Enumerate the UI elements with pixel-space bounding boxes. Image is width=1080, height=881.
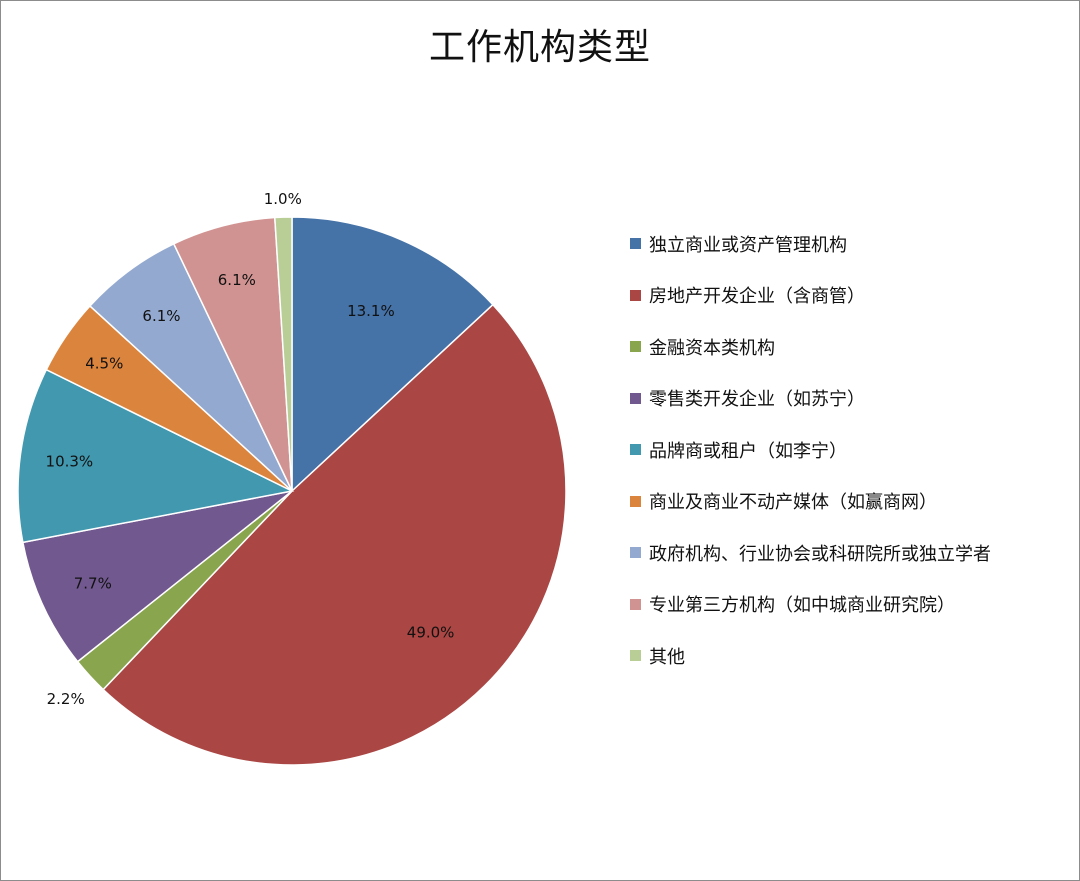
legend-label: 专业第三方机构（如中城商业研究院） — [649, 595, 955, 617]
legend-swatch — [630, 495, 641, 507]
slice-data-label: 1.0% — [264, 190, 302, 208]
legend-label: 独立商业或资产管理机构 — [649, 234, 847, 256]
slice-data-label: 6.1% — [218, 271, 256, 289]
legend-item: 其他 — [630, 630, 1070, 682]
slice-data-label: 49.0% — [407, 623, 455, 641]
legend-label: 房地产开发企业（含商管） — [649, 286, 865, 308]
legend-label: 政府机构、行业协会或科研院所或独立学者 — [649, 543, 991, 565]
legend-swatch — [630, 444, 641, 456]
legend-swatch — [630, 341, 641, 353]
legend-item: 商业及商业不动产媒体（如赢商网） — [630, 476, 1070, 528]
slice-data-label: 4.5% — [85, 355, 123, 373]
slice-data-label: 7.7% — [74, 574, 112, 592]
chart-legend: 独立商业或资产管理机构 房地产开发企业（含商管） 金融资本类机构零售类开发企业（如苏… — [630, 218, 1070, 682]
legend-swatch — [630, 650, 641, 662]
pie-slice — [291, 216, 494, 493]
legend-swatch — [630, 238, 641, 250]
legend-swatch — [630, 289, 641, 301]
slice-data-label: 13.1% — [347, 302, 395, 320]
legend-label: 品牌商或租户（如李宁） — [649, 440, 847, 462]
legend-label: 其他 — [649, 646, 685, 668]
legend-item: 政府机构、行业协会或科研院所或独立学者 — [630, 527, 1070, 579]
legend-swatch — [630, 392, 641, 404]
chart-title: 工作机构类型 — [428, 27, 651, 68]
pie-slice — [102, 303, 567, 766]
slice-data-label: 2.2% — [47, 690, 85, 708]
legend-item: 金融资本类机构 — [630, 321, 1070, 373]
legend-item: 独立商业或资产管理机构 — [630, 218, 1070, 270]
pie-slice — [21, 490, 293, 663]
legend-swatch — [630, 547, 641, 559]
pie-slice — [273, 216, 293, 492]
legend-label: 零售类开发企业（如苏宁） — [649, 389, 865, 411]
slice-data-label: 10.3% — [46, 453, 94, 471]
legend-swatch — [630, 598, 641, 610]
legend-item: 零售类开发企业（如苏宁） — [630, 373, 1070, 425]
legend-item: 品牌商或租户（如李宁） — [630, 424, 1070, 476]
legend-item: 专业第三方机构（如中城商业研究院） — [630, 579, 1070, 631]
legend-label: 金融资本类机构 — [649, 337, 775, 359]
slice-data-label: 6.1% — [142, 307, 180, 325]
legend-item: 房地产开发企业（含商管） — [630, 270, 1070, 322]
pie-slice — [17, 368, 295, 544]
legend-label: 商业及商业不动产媒体（如赢商网） — [649, 492, 937, 514]
